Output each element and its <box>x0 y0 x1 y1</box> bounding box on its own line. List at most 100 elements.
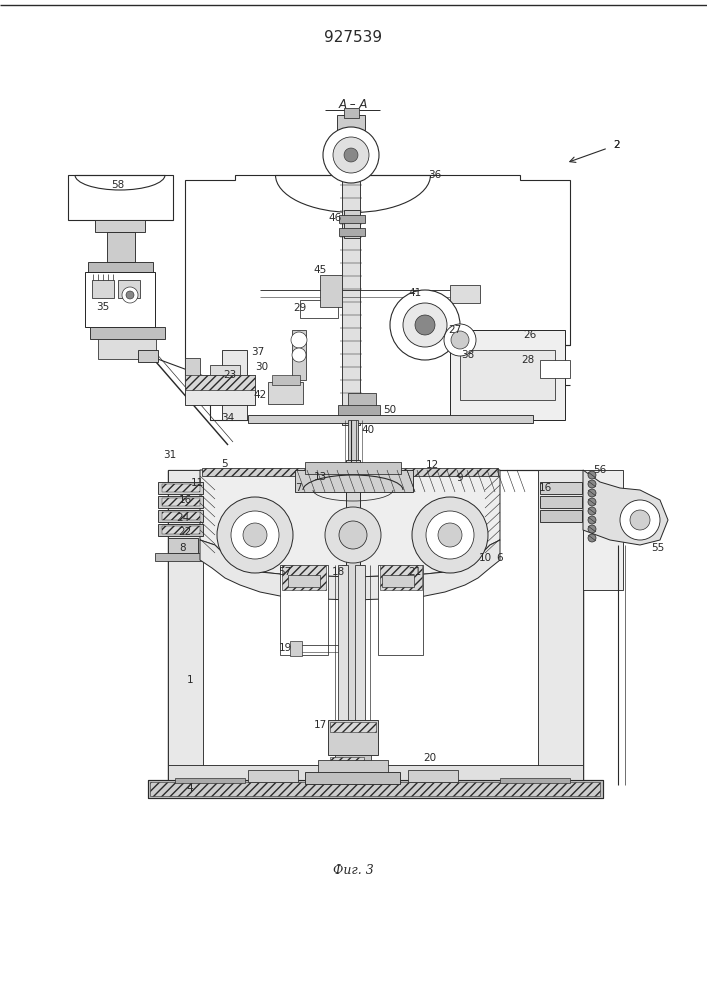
Text: 23: 23 <box>223 370 237 380</box>
Text: 11: 11 <box>190 478 204 488</box>
Bar <box>408 770 458 782</box>
Bar <box>202 468 498 476</box>
Bar <box>335 755 371 773</box>
Circle shape <box>231 511 279 559</box>
Circle shape <box>415 315 435 335</box>
Bar <box>540 360 570 378</box>
Text: 2: 2 <box>614 140 620 150</box>
Bar <box>155 553 203 561</box>
Polygon shape <box>200 470 500 577</box>
Polygon shape <box>200 540 500 600</box>
Circle shape <box>333 137 369 173</box>
Bar <box>460 350 555 400</box>
Bar <box>148 780 603 798</box>
Bar <box>168 470 583 780</box>
Circle shape <box>126 291 134 299</box>
Bar <box>185 375 255 390</box>
Text: 26: 26 <box>523 330 537 340</box>
Bar <box>339 215 365 223</box>
Bar <box>185 358 200 378</box>
Bar <box>68 175 173 220</box>
Circle shape <box>243 523 267 547</box>
Text: 16: 16 <box>538 483 551 493</box>
Text: 40: 40 <box>361 425 375 435</box>
Text: 13: 13 <box>313 472 327 482</box>
Bar <box>282 565 326 590</box>
Bar <box>92 280 114 298</box>
Circle shape <box>630 510 650 530</box>
Circle shape <box>325 507 381 563</box>
Bar <box>305 462 401 474</box>
Text: 2: 2 <box>614 140 620 150</box>
Bar <box>290 641 302 656</box>
Text: 17: 17 <box>313 720 327 730</box>
Circle shape <box>217 497 293 573</box>
Text: 50: 50 <box>383 405 397 415</box>
Circle shape <box>588 525 596 533</box>
Bar <box>378 565 423 655</box>
Text: 57: 57 <box>279 567 291 577</box>
Text: 46: 46 <box>328 213 341 223</box>
Bar <box>328 720 378 755</box>
Text: 18: 18 <box>332 567 344 577</box>
Bar <box>318 760 388 772</box>
Bar <box>305 772 400 784</box>
Circle shape <box>588 534 596 542</box>
Bar <box>162 526 200 534</box>
Bar <box>175 778 245 783</box>
Circle shape <box>588 498 596 506</box>
Text: 45: 45 <box>313 265 327 275</box>
Circle shape <box>339 521 367 549</box>
Bar <box>540 496 582 508</box>
Bar <box>158 524 203 536</box>
Bar <box>158 510 203 522</box>
Bar <box>210 365 240 385</box>
Bar <box>344 210 360 238</box>
Bar <box>348 420 358 470</box>
Bar <box>500 778 570 783</box>
Text: 20: 20 <box>423 753 436 763</box>
Text: 1: 1 <box>187 675 193 685</box>
Circle shape <box>122 287 138 303</box>
Bar <box>162 484 200 492</box>
Bar <box>288 575 320 587</box>
Circle shape <box>438 523 462 547</box>
Polygon shape <box>185 175 570 420</box>
Text: 28: 28 <box>521 355 534 365</box>
Text: 29: 29 <box>293 303 307 313</box>
Bar <box>138 350 158 362</box>
Text: 16: 16 <box>178 495 192 505</box>
Bar <box>338 405 380 415</box>
Bar <box>88 262 153 272</box>
Circle shape <box>588 489 596 497</box>
Text: Фиг. 3: Фиг. 3 <box>332 863 373 876</box>
Bar <box>280 565 328 655</box>
Bar <box>150 782 600 796</box>
Bar <box>248 415 533 423</box>
Text: 41: 41 <box>409 288 421 298</box>
Bar <box>348 393 376 407</box>
Bar <box>168 470 203 780</box>
Circle shape <box>588 480 596 488</box>
Text: 30: 30 <box>255 362 269 372</box>
Bar <box>90 327 165 339</box>
Text: 6: 6 <box>497 553 503 563</box>
Bar <box>540 482 582 494</box>
Text: 34: 34 <box>221 413 235 423</box>
Bar <box>95 220 145 232</box>
Circle shape <box>412 497 488 573</box>
Bar <box>300 300 338 318</box>
Bar <box>168 538 198 553</box>
Text: 35: 35 <box>96 302 110 312</box>
Bar <box>118 280 140 298</box>
Bar <box>168 765 583 783</box>
Bar <box>148 780 603 798</box>
Text: 58: 58 <box>112 180 124 190</box>
Text: 5: 5 <box>222 459 228 469</box>
Circle shape <box>323 127 379 183</box>
Bar <box>583 470 623 590</box>
Text: 36: 36 <box>428 170 442 180</box>
Circle shape <box>451 331 469 349</box>
Circle shape <box>588 516 596 524</box>
Bar <box>162 512 200 520</box>
